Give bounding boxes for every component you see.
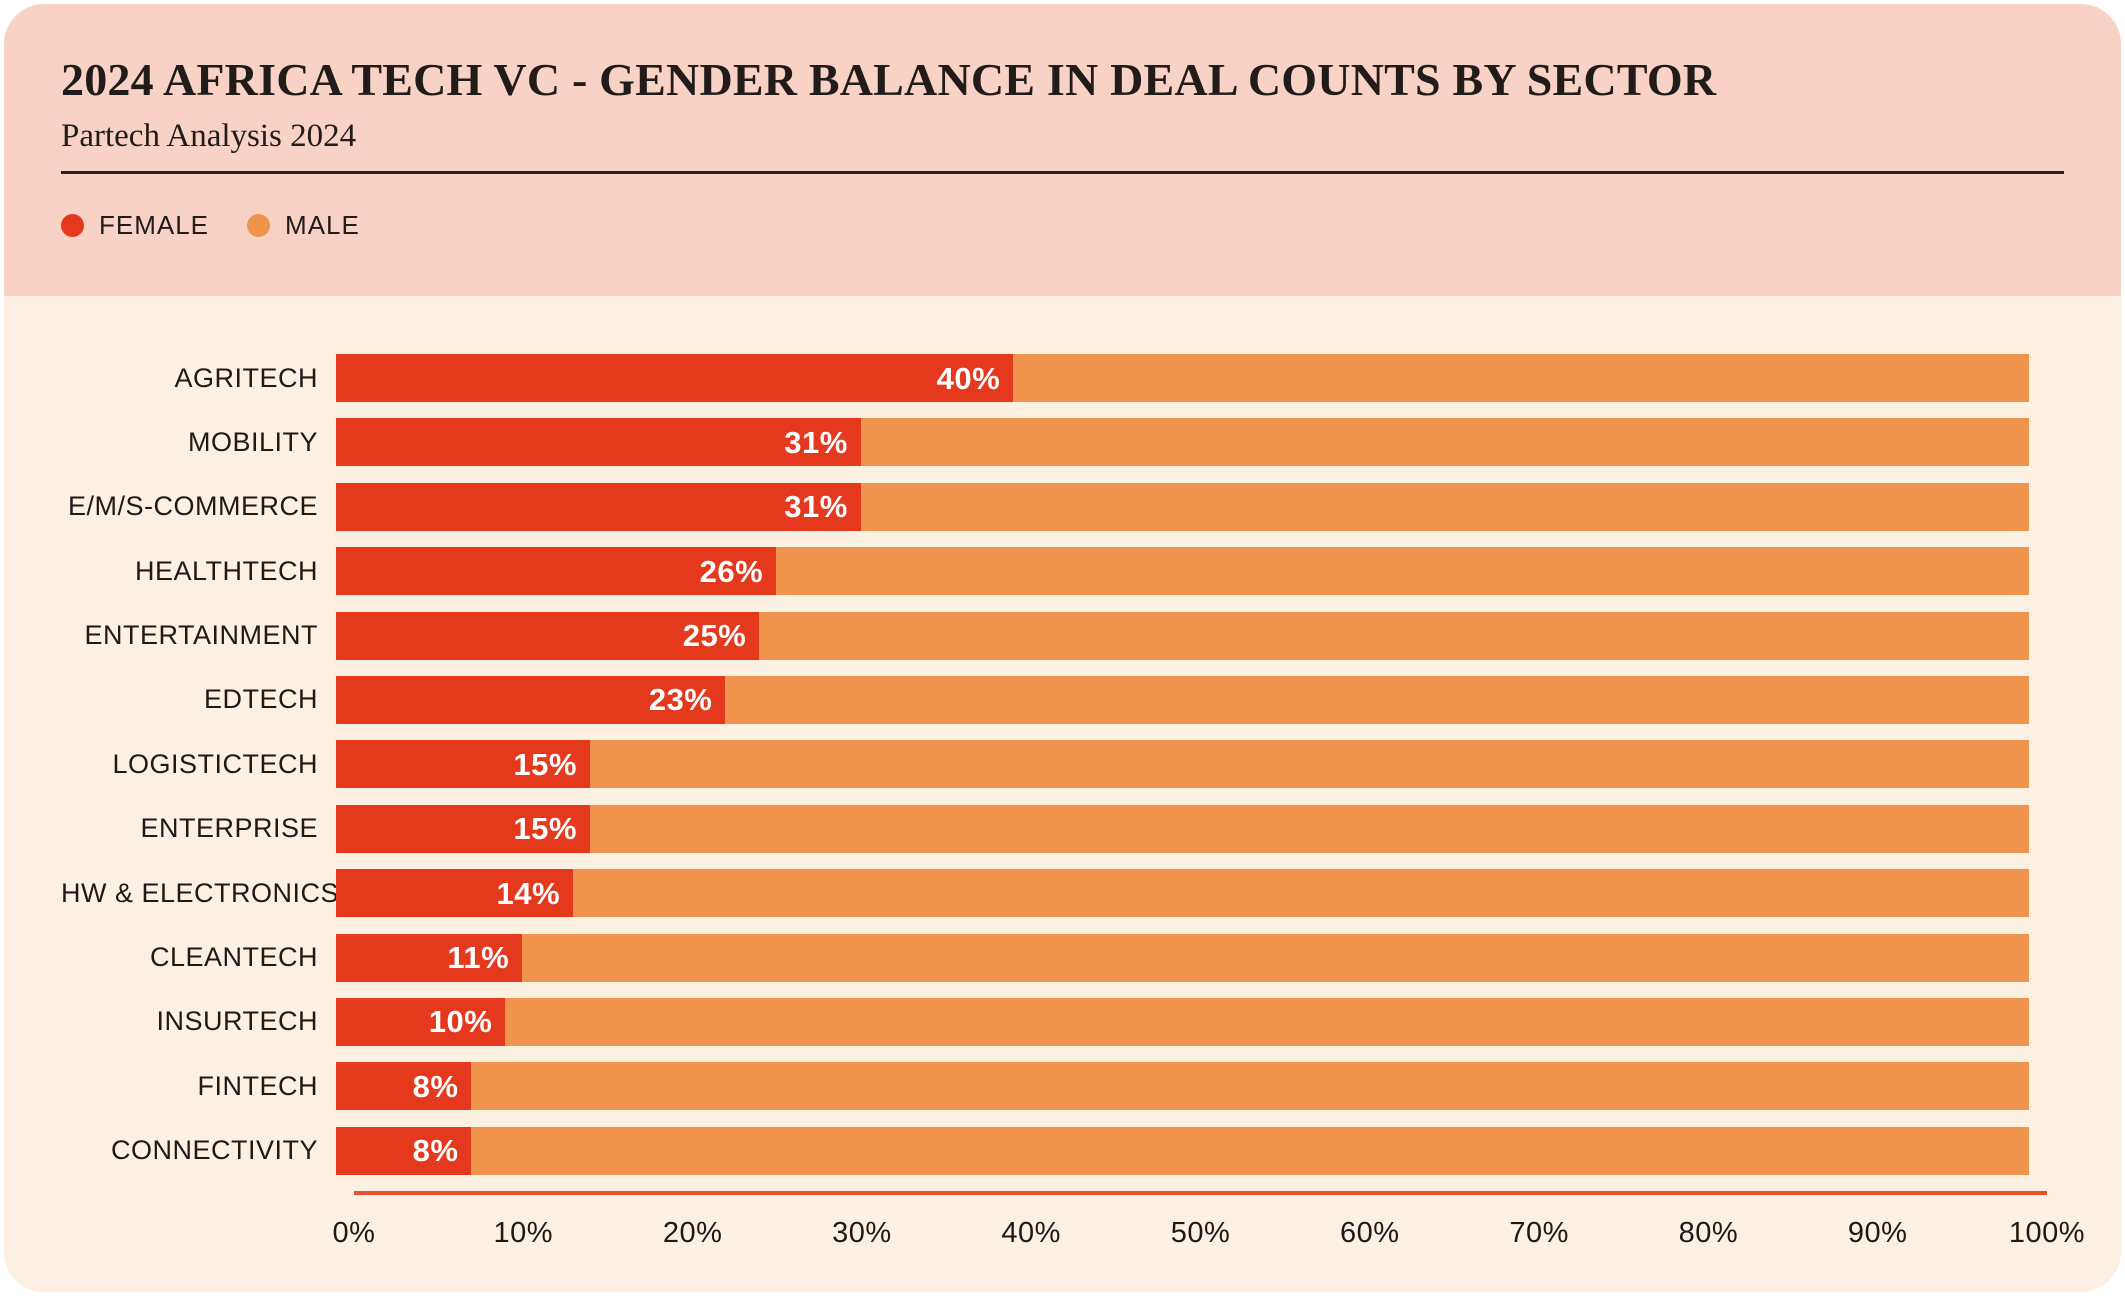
bar-value-label: 15%	[513, 811, 577, 847]
legend: FEMALE MALE	[61, 210, 2064, 241]
bar-value-label: 15%	[513, 746, 577, 782]
x-axis-tick-label: 40%	[1001, 1216, 1061, 1249]
category-label: MOBILITY	[187, 426, 318, 457]
category-label: LOGISTICTECH	[112, 748, 318, 779]
bar-value-label: 8%	[412, 1133, 459, 1169]
bar-male-segment: 8%	[336, 1062, 2029, 1111]
bar-value-label: 26%	[699, 553, 764, 589]
legend-item-male: MALE	[247, 210, 360, 241]
bar-value-label: 11%	[447, 940, 510, 976]
legend-item-female: FEMALE	[61, 210, 209, 241]
chart-row: INSURTECH 10%	[61, 997, 2121, 1046]
category-label: AGRITECH	[174, 362, 318, 393]
chart-row: EDTECH 23%	[61, 675, 2121, 724]
infographic-card: 2024 AFRICA TECH VC - GENDER BALANCE IN …	[4, 4, 2121, 1292]
x-axis-tick-label: 0%	[332, 1216, 376, 1249]
bar-value-label: 40%	[936, 360, 1001, 396]
category-label: FINTECH	[197, 1070, 318, 1101]
chart-rows: AGRITECH 40% MOBILITY 31% E/M/S-COMMERCE 31% H…	[61, 354, 2121, 1175]
legend-label-female: FEMALE	[99, 209, 210, 240]
bar-value-label: 31%	[784, 489, 848, 525]
bar-female-segment: 31%	[336, 482, 861, 531]
chart-row: E/M/S-COMMERCE 31%	[61, 482, 2121, 531]
male-color-dot-icon	[247, 213, 271, 237]
category-label: CLEANTECH	[149, 942, 318, 973]
bar-female-segment: 40%	[336, 354, 1014, 402]
subtitle: Partech Analysis 2024	[61, 118, 357, 155]
x-axis-tick-label: 70%	[1509, 1216, 1569, 1249]
bar-female-segment: 25%	[336, 611, 760, 660]
x-axis-tick-label: 80%	[1678, 1216, 1739, 1249]
chart-row: ENTERTAINMENT 25%	[61, 611, 2121, 660]
x-axis-tick-label: 10%	[493, 1216, 554, 1249]
chart-row: MOBILITY 31%	[61, 418, 2121, 467]
bar-female-segment: 31%	[336, 418, 861, 467]
bar-female-segment: 26%	[336, 547, 777, 596]
chart-row: LOGISTICTECH 15%	[61, 740, 2121, 789]
legend-label-male: MALE	[285, 209, 360, 240]
bar-value-label: 23%	[648, 682, 713, 718]
chart-row: ENTERPRISE 15%	[61, 804, 2121, 853]
bar-female-segment: 15%	[336, 740, 590, 789]
category-label: INSURTECH	[156, 1006, 318, 1037]
chart-row: HW & ELECTRONICS 14%	[61, 869, 2121, 918]
bar-male-segment: 26%	[336, 547, 2029, 596]
chart-area: AGRITECH 40% MOBILITY 31% E/M/S-COMMERCE 31% H…	[4, 296, 2121, 1265]
bar-male-segment: 25%	[336, 611, 2029, 660]
bar-value-label: 10%	[428, 1004, 493, 1040]
x-axis-ticks: 0% 10% 20% 30% 40% 50% 60% 70% 80% 90% 100%	[333, 1195, 2085, 1265]
female-color-dot-icon	[61, 213, 84, 237]
bar-female-segment: 23%	[336, 675, 726, 724]
chart-row: HEALTHTECH 26%	[61, 547, 2121, 596]
x-axis-line	[354, 1190, 2047, 1195]
bar-male-segment: 10%	[336, 997, 2029, 1046]
bar-male-segment: 15%	[336, 740, 2029, 789]
bar-male-segment: 23%	[336, 675, 2029, 724]
bar-female-segment: 10%	[336, 997, 506, 1046]
bar-male-segment: 15%	[336, 804, 2029, 853]
bar-female-segment: 8%	[336, 1062, 472, 1111]
category-label: HW & ELECTRONICS	[61, 877, 340, 908]
x-axis-tick-label: 90%	[1847, 1216, 1908, 1249]
bar-female-segment: 8%	[336, 1126, 472, 1175]
category-label: ENTERPRISE	[140, 813, 318, 844]
x-axis-tick-label: 100%	[2008, 1216, 2086, 1249]
x-axis-tick-label: 20%	[662, 1216, 723, 1249]
bar-male-segment: 31%	[336, 418, 2029, 467]
page-title: 2024 AFRICA TECH VC - GENDER BALANCE IN …	[61, 54, 1717, 105]
bar-male-segment: 31%	[336, 482, 2029, 531]
bar-male-segment: 11%	[336, 933, 2029, 982]
category-label: HEALTHTECH	[134, 555, 318, 586]
chart-row: FINTECH 8%	[61, 1062, 2121, 1111]
bar-female-segment: 11%	[336, 933, 523, 982]
bar-female-segment: 15%	[336, 804, 590, 853]
x-axis-tick-label: 50%	[1170, 1216, 1231, 1249]
bar-male-segment: 40%	[336, 354, 2029, 402]
chart-row: CLEANTECH 11%	[61, 933, 2121, 982]
bar-male-segment: 14%	[336, 869, 2029, 918]
category-label: ENTERTAINMENT	[84, 620, 318, 651]
chart-row: CONNECTIVITY 8%	[61, 1126, 2121, 1175]
bar-value-label: 25%	[682, 618, 747, 654]
x-axis-tick-label: 60%	[1340, 1216, 1400, 1249]
x-axis-tick-label: 30%	[832, 1216, 892, 1249]
bar-value-label: 31%	[784, 424, 848, 460]
bar-value-label: 14%	[496, 875, 561, 911]
bar-female-segment: 14%	[336, 869, 574, 918]
header: 2024 AFRICA TECH VC - GENDER BALANCE IN …	[4, 4, 2121, 296]
bar-male-segment: 8%	[336, 1126, 2029, 1175]
category-label: EDTECH	[203, 684, 318, 715]
category-label: E/M/S-COMMERCE	[68, 491, 318, 522]
chart-row: AGRITECH 40%	[61, 354, 2121, 402]
bar-value-label: 8%	[412, 1068, 459, 1104]
header-divider	[61, 170, 2064, 174]
category-label: CONNECTIVITY	[110, 1135, 318, 1166]
